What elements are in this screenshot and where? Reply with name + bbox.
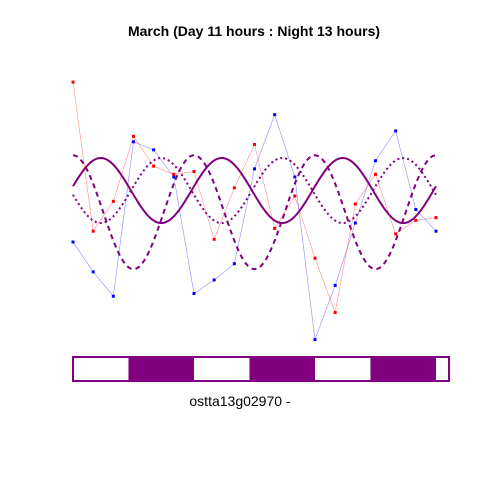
data-point-red-5 (172, 172, 176, 176)
data-point-blue-10 (273, 113, 277, 117)
data-point-red-0 (71, 80, 75, 84)
bar-segment-light-2 (194, 357, 250, 381)
data-point-red-4 (152, 164, 156, 168)
data-point-blue-17 (414, 208, 418, 211)
data-point-red-16 (394, 232, 398, 236)
data-point-red-8 (232, 186, 236, 190)
series-line-red (72, 82, 437, 314)
chart-title: March (Day 11 hours : Night 13 hours) (128, 23, 380, 39)
data-point-blue-11 (293, 175, 297, 179)
photoperiod-bar (72, 356, 450, 382)
data-point-blue-12 (313, 338, 317, 342)
data-point-blue-2 (111, 294, 115, 298)
data-point-blue-0 (71, 240, 75, 244)
data-point-red-7 (212, 237, 216, 241)
data-point-red-6 (192, 170, 196, 174)
model-curve-solid (72, 157, 437, 225)
data-point-red-9 (253, 142, 256, 146)
bar-segment-dark-3 (249, 357, 315, 381)
data-point-blue-6 (192, 292, 196, 296)
data-point-red-11 (293, 194, 297, 198)
data-point-red-15 (374, 172, 377, 176)
data-point-red-3 (132, 134, 135, 138)
bar-segment-light-0 (73, 357, 129, 381)
data-point-blue-16 (394, 129, 398, 133)
data-point-red-14 (353, 202, 357, 206)
data-point-red-12 (313, 256, 317, 260)
gene-label: ostta13g02970 - (189, 393, 291, 409)
data-point-blue-9 (253, 167, 256, 171)
bar-segment-dark-1 (128, 357, 194, 381)
data-point-blue-1 (91, 270, 95, 274)
data-point-blue-13 (333, 283, 337, 287)
data-point-blue-7 (212, 278, 216, 282)
series-line-blue (72, 113, 437, 340)
data-point-blue-4 (152, 148, 156, 152)
data-point-red-18 (434, 216, 438, 220)
data-point-blue-15 (374, 159, 377, 163)
plot-area (71, 80, 438, 342)
data-point-red-13 (333, 310, 337, 314)
data-point-blue-14 (353, 221, 357, 225)
model-curve-dashed (72, 154, 437, 271)
data-point-blue-8 (232, 262, 236, 266)
data-point-blue-5 (172, 175, 176, 179)
data-point-blue-18 (434, 229, 438, 233)
data-point-red-17 (414, 218, 418, 222)
bar-border (72, 356, 450, 382)
data-point-blue-3 (132, 140, 135, 144)
bar-segment-light-4 (315, 357, 371, 381)
model-curve-dotted (72, 157, 437, 225)
data-point-red-10 (273, 226, 277, 230)
data-point-red-2 (111, 199, 115, 203)
bar-segment-dark-5 (370, 357, 436, 381)
data-point-red-1 (91, 229, 95, 233)
